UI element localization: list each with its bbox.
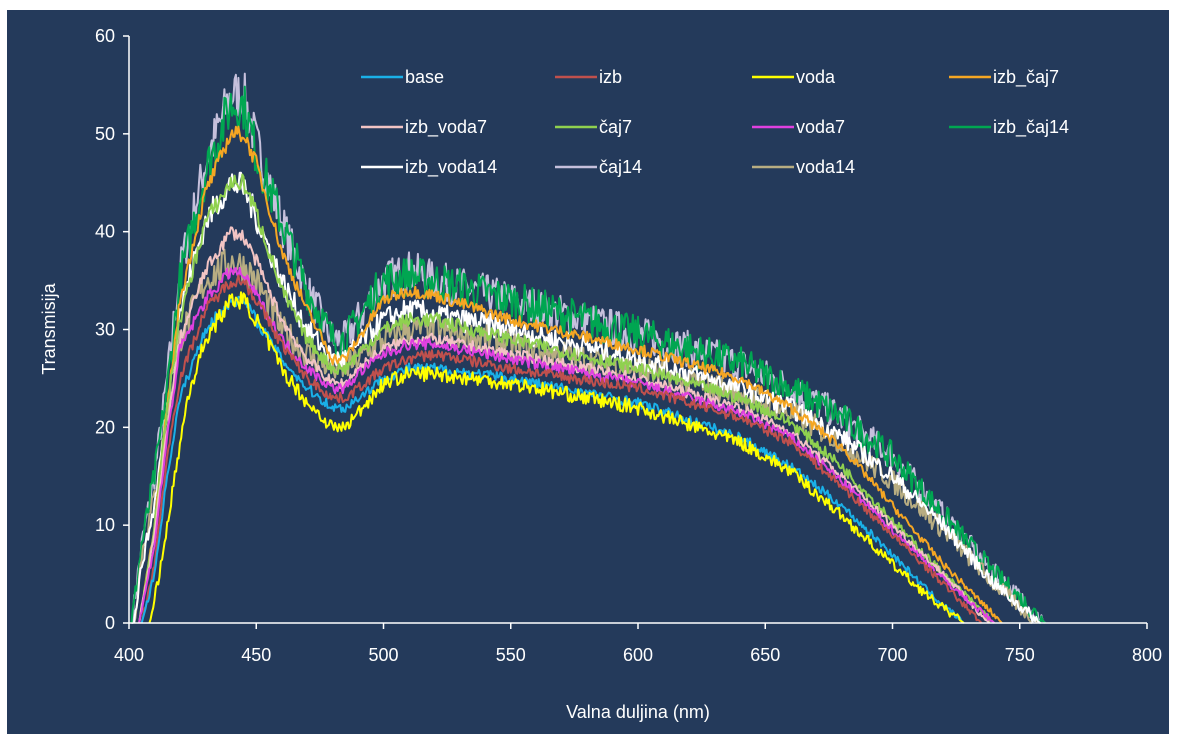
y-tick-label: 10	[95, 515, 115, 535]
series-layer	[130, 72, 1046, 624]
axes-layer: 0 10 20 30 40 50 60 400 450 500 550 600 650 700 750 800	[95, 26, 1162, 665]
legend: base izb voda izb_čaj7 izb_voda7 čaj7 voda7 izb…	[361, 67, 1069, 178]
x-axis-title: Valna duljina (nm)	[566, 702, 710, 722]
x-tick-label: 450	[241, 645, 271, 665]
y-axis-title: Transmisija	[39, 282, 59, 374]
y-tick-label: 40	[95, 222, 115, 242]
legend-label: voda7	[796, 117, 845, 137]
series-line-7	[130, 85, 1046, 624]
legend-label: čaj7	[599, 117, 632, 137]
x-tick-label: 800	[1132, 645, 1162, 665]
series-line-5	[138, 173, 995, 624]
legend-label: voda	[796, 67, 836, 87]
series-line-8	[133, 171, 1041, 624]
series-line-3	[138, 125, 1003, 624]
y-tick-label: 30	[95, 320, 115, 340]
legend-label: izb_voda14	[405, 157, 497, 178]
legend-label: čaj14	[599, 157, 642, 177]
y-tick-label: 20	[95, 417, 115, 437]
x-tick-label: 550	[496, 645, 526, 665]
legend-label: izb	[599, 67, 622, 87]
legend-label: izb_čaj7	[993, 67, 1059, 88]
legend-label: base	[405, 67, 444, 87]
legend-label: izb_voda7	[405, 117, 487, 138]
series-line-2	[148, 291, 965, 624]
y-tick-label: 0	[105, 613, 115, 633]
x-tick-label: 650	[750, 645, 780, 665]
x-tick-label: 500	[368, 645, 398, 665]
legend-label: izb_čaj14	[993, 117, 1069, 138]
legend-label: voda14	[796, 157, 855, 177]
x-tick-label: 400	[114, 645, 144, 665]
x-tick-label: 750	[1005, 645, 1035, 665]
y-tick-label: 50	[95, 124, 115, 144]
series-line-1	[140, 274, 983, 624]
x-tick-label: 600	[623, 645, 653, 665]
y-tick-label: 60	[95, 26, 115, 46]
x-tick-label: 700	[877, 645, 907, 665]
